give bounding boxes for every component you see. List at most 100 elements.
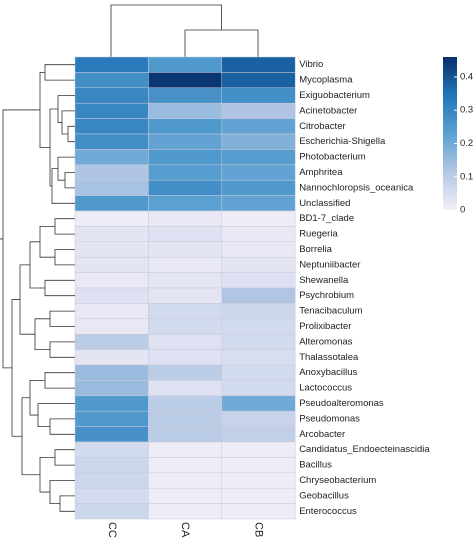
heat-cell bbox=[148, 333, 223, 350]
heat-cell bbox=[221, 149, 296, 166]
heat-cell bbox=[74, 195, 149, 212]
heat-cell bbox=[148, 241, 223, 258]
heat-cell bbox=[148, 426, 223, 443]
heat-cell bbox=[221, 303, 296, 320]
row-label: Photobacterium bbox=[299, 152, 366, 163]
row-label: Mycoplasma bbox=[299, 75, 353, 86]
row-label: Exiguobacterium bbox=[299, 90, 370, 101]
colorbar-tick-label: 0.3 bbox=[460, 105, 473, 116]
heat-cell bbox=[74, 410, 149, 427]
heat-cell bbox=[221, 318, 296, 335]
heat-cell bbox=[74, 487, 149, 504]
heat-cell bbox=[148, 457, 223, 474]
heat-cell bbox=[148, 133, 223, 150]
heat-cell bbox=[74, 56, 149, 73]
colorbar bbox=[443, 57, 457, 210]
row-label: Thalassotalea bbox=[299, 352, 359, 363]
heat-cell bbox=[148, 256, 223, 273]
heat-cell bbox=[221, 364, 296, 381]
heat-cell bbox=[74, 272, 149, 289]
heat-cell bbox=[148, 410, 223, 427]
row-label: Acinetobacter bbox=[299, 105, 357, 116]
heat-cell bbox=[221, 395, 296, 412]
heat-cell bbox=[221, 195, 296, 212]
heat-cell bbox=[74, 457, 149, 474]
heat-cell bbox=[148, 503, 223, 520]
heat-cell bbox=[221, 256, 296, 273]
row-label: Vibrio bbox=[299, 59, 323, 70]
heat-cell bbox=[148, 287, 223, 304]
heat-cell bbox=[148, 72, 223, 89]
heat-cell bbox=[74, 226, 149, 243]
heat-cell bbox=[148, 487, 223, 504]
heat-cell bbox=[74, 333, 149, 350]
heat-cell bbox=[74, 149, 149, 166]
heat-cell bbox=[221, 287, 296, 304]
heat-cell bbox=[74, 364, 149, 381]
colorbar-tick-label: 0.1 bbox=[460, 171, 473, 182]
row-label: Amphritea bbox=[299, 167, 343, 178]
row-label: Prolixibacter bbox=[299, 321, 351, 332]
row-label: Neptuniibacter bbox=[299, 259, 360, 270]
heat-cell bbox=[221, 487, 296, 504]
heat-cell bbox=[74, 395, 149, 412]
heat-cell bbox=[148, 102, 223, 119]
heat-cell bbox=[148, 118, 223, 135]
row-label: Nannochloropsis_oceanica bbox=[299, 182, 414, 193]
heat-cell bbox=[221, 349, 296, 366]
heat-cell bbox=[221, 503, 296, 520]
heat-cell bbox=[74, 241, 149, 258]
heat-cell bbox=[148, 210, 223, 227]
heat-cell bbox=[74, 318, 149, 335]
row-label: Geobacillus bbox=[299, 490, 349, 501]
heat-cell bbox=[74, 349, 149, 366]
heat-cell bbox=[148, 441, 223, 458]
colorbar-tick-label: 0 bbox=[460, 205, 465, 216]
heat-cell bbox=[74, 72, 149, 89]
heat-cell bbox=[74, 210, 149, 227]
heat-cell bbox=[74, 303, 149, 320]
heat-cell bbox=[221, 226, 296, 243]
colorbar-tick-label: 0.4 bbox=[460, 71, 473, 82]
heat-cell bbox=[221, 72, 296, 89]
row-label: Bacillus bbox=[299, 460, 332, 471]
heat-cell bbox=[74, 472, 149, 489]
row-label: BD1-7_clade bbox=[299, 213, 354, 224]
heat-cell bbox=[74, 133, 149, 150]
heat-cell bbox=[74, 441, 149, 458]
heat-cell bbox=[74, 164, 149, 181]
heat-cell bbox=[148, 395, 223, 412]
heat-cell bbox=[74, 179, 149, 196]
heat-cell bbox=[148, 349, 223, 366]
row-label: Pseudoalteromonas bbox=[299, 398, 384, 409]
colorbar-tick-label: 0.2 bbox=[460, 138, 473, 149]
row-label: Anoxybacillus bbox=[299, 367, 357, 378]
heat-cell bbox=[221, 56, 296, 73]
heat-cell bbox=[148, 226, 223, 243]
heat-cell bbox=[148, 472, 223, 489]
heat-cell bbox=[221, 133, 296, 150]
row-label: Ruegeria bbox=[299, 229, 338, 240]
row-label: Chryseobacterium bbox=[299, 475, 376, 486]
heat-cell bbox=[148, 179, 223, 196]
row-label: Shewanella bbox=[299, 275, 349, 286]
row-label: Borrelia bbox=[299, 244, 332, 255]
row-label: Psychrobium bbox=[299, 290, 354, 301]
row-label: Alteromonas bbox=[299, 336, 353, 347]
heat-cell bbox=[221, 410, 296, 427]
heat-cell bbox=[148, 380, 223, 397]
column-dendrogram bbox=[110, 4, 259, 57]
heat-cell bbox=[221, 102, 296, 119]
heat-cell bbox=[74, 87, 149, 104]
heat-cell bbox=[221, 179, 296, 196]
heat-cell bbox=[221, 210, 296, 227]
heat-cell bbox=[148, 149, 223, 166]
row-dendrogram bbox=[0, 64, 75, 512]
row-label: Unclassified bbox=[299, 198, 350, 209]
heat-cell bbox=[221, 457, 296, 474]
heat-cell bbox=[221, 380, 296, 397]
heat-cell bbox=[148, 318, 223, 335]
row-label: Pseudomonas bbox=[299, 413, 360, 424]
column-label: CA bbox=[179, 522, 191, 538]
